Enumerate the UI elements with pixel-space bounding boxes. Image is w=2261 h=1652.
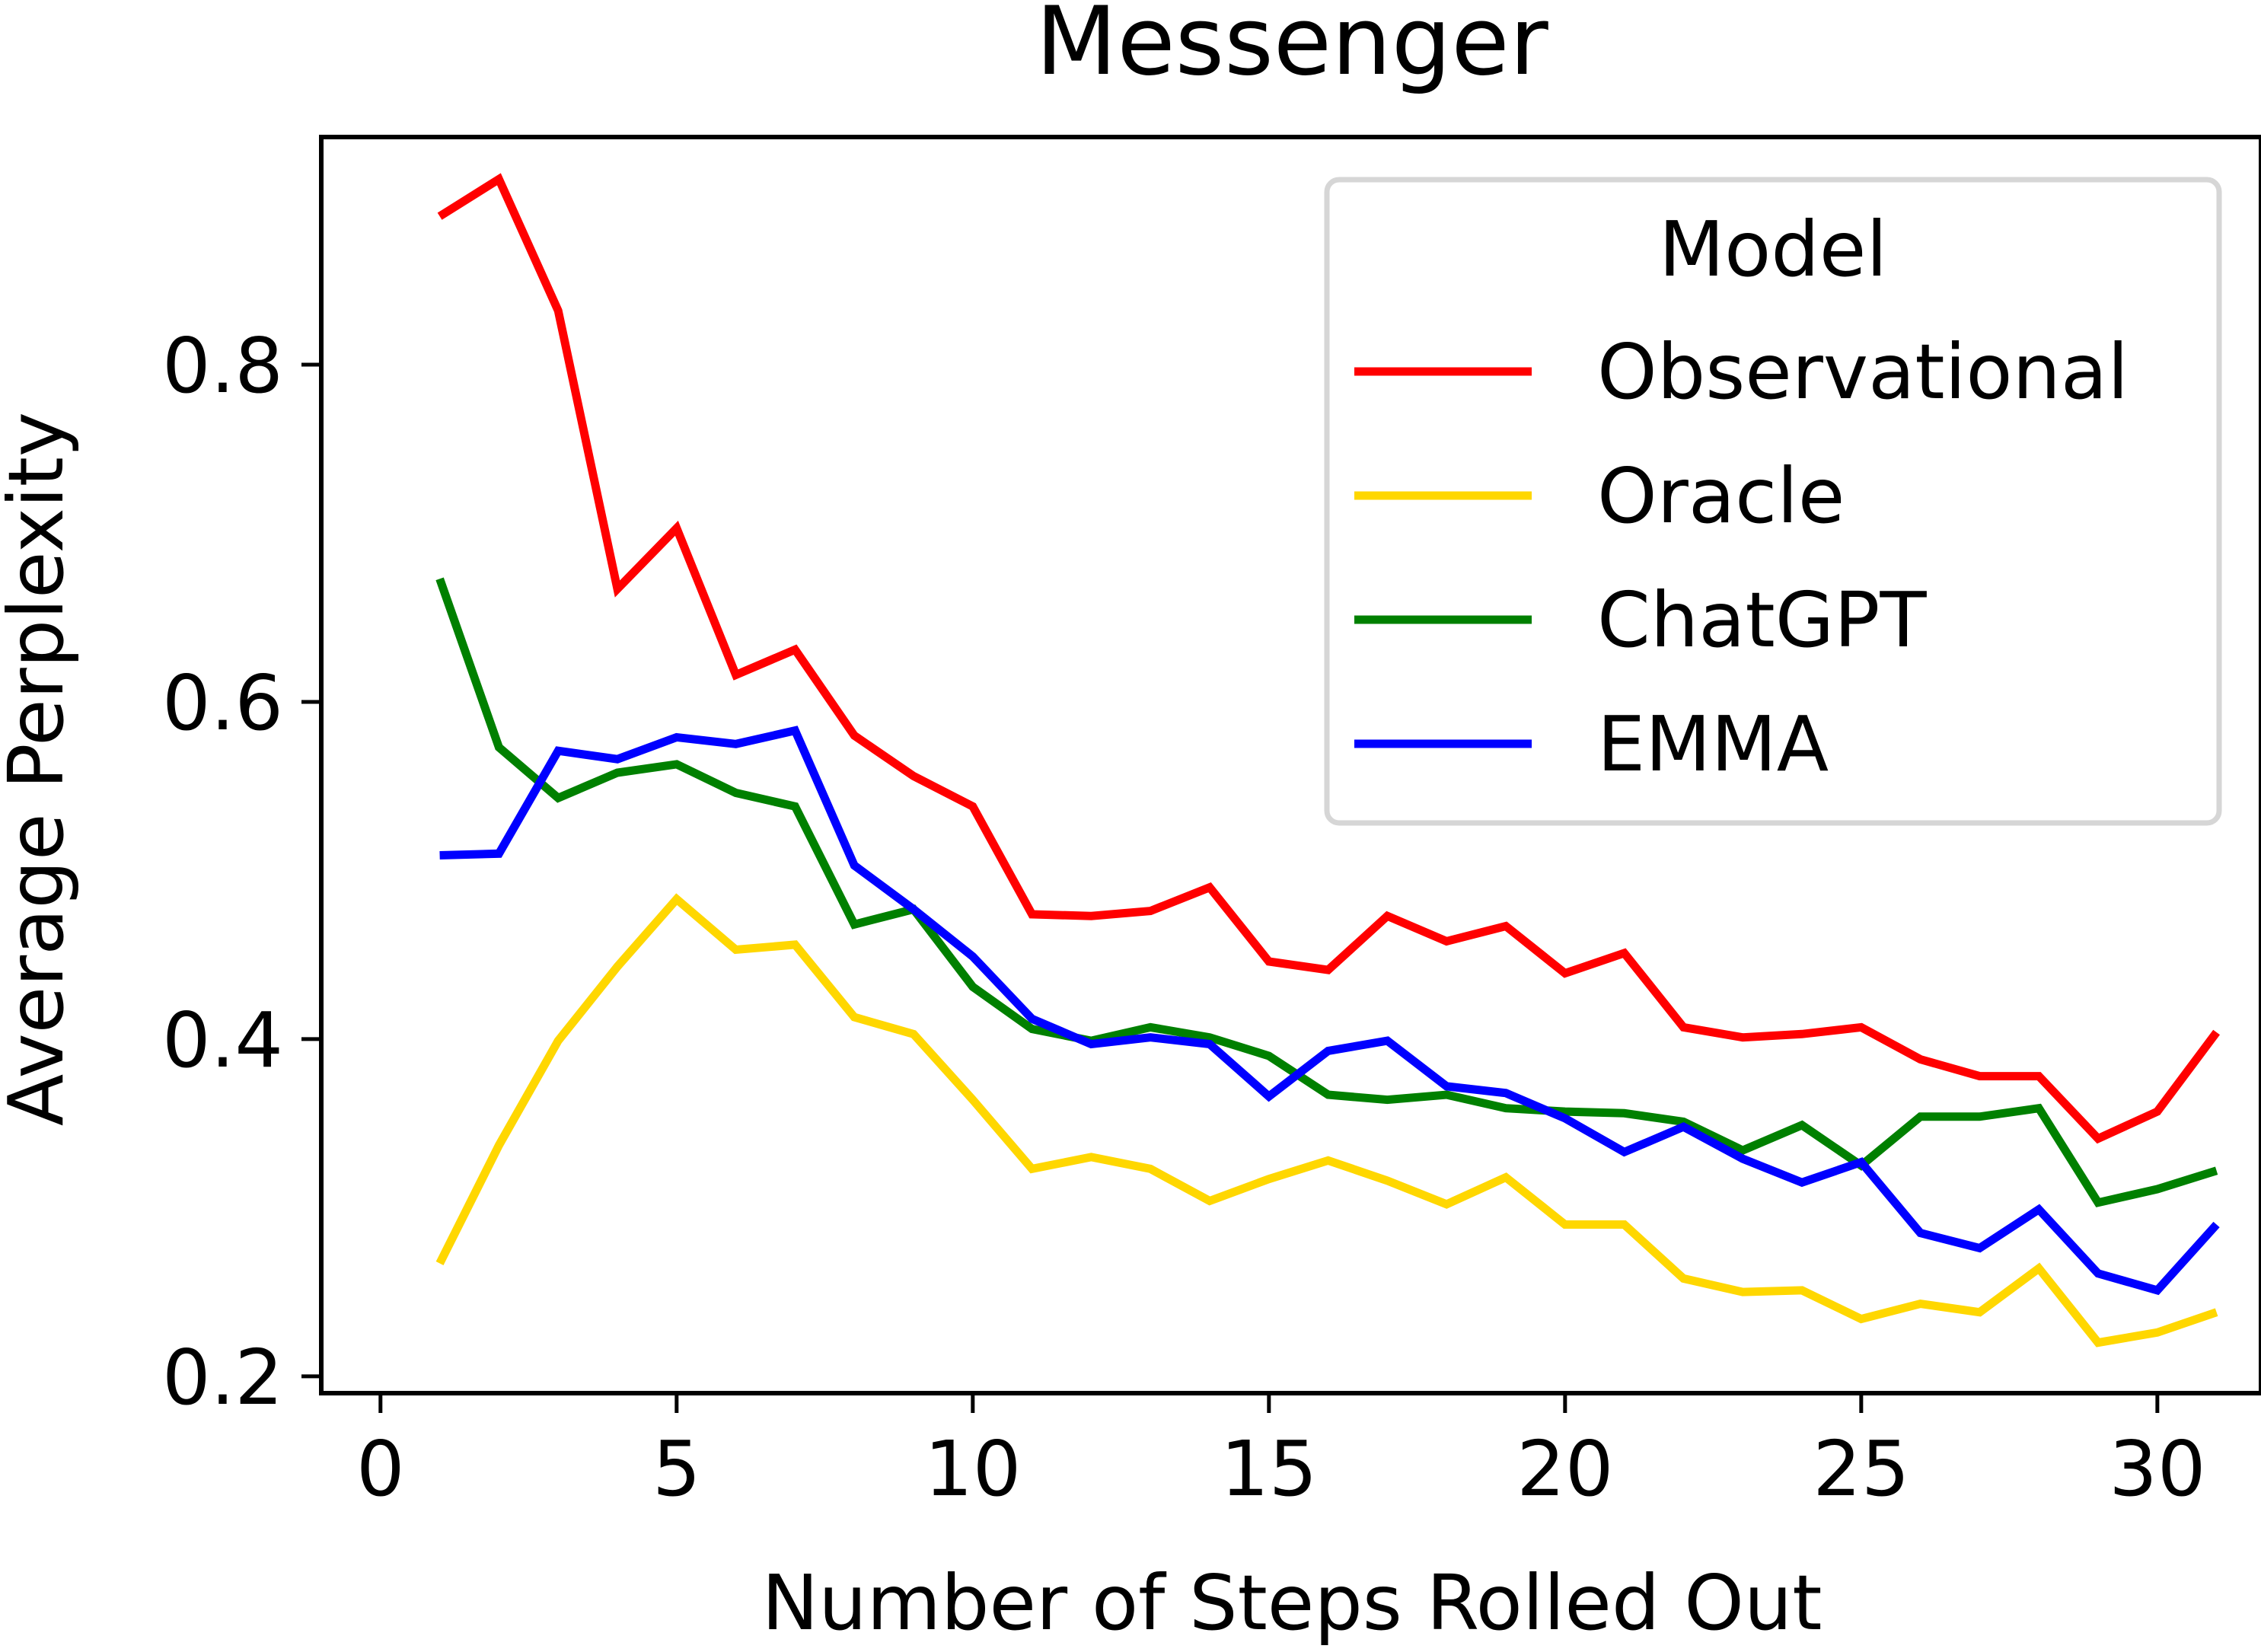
plot-area — [435, 173, 2221, 1347]
legend-label-chatgpt: ChatGPT — [1597, 576, 1927, 665]
x-axis: 0 5 10 15 20 25 30 — [356, 1393, 2205, 1513]
legend-entries: Observational Oracle ChatGPT EMMA — [1354, 327, 2129, 789]
legend-label-emma: EMMA — [1597, 700, 1829, 789]
series-line-oracle — [435, 893, 2218, 1347]
x-tick-label: 15 — [1220, 1424, 1317, 1513]
legend-box — [1324, 177, 2222, 826]
x-tick-label: 10 — [924, 1424, 1021, 1513]
y-axis: 0.2 0.4 0.6 0.8 — [162, 321, 321, 1422]
x-tick-label: 0 — [356, 1424, 405, 1513]
y-axis-label: Average Perplexity — [0, 412, 81, 1126]
series-line-emma — [439, 726, 2220, 1296]
legend-title: Model — [1659, 205, 1887, 294]
y-tick-label: 0.2 — [162, 1333, 283, 1422]
legend-label-observational: Observational — [1597, 327, 2129, 416]
x-tick-label: 5 — [652, 1424, 701, 1513]
legend-label-oracle: Oracle — [1597, 451, 1845, 541]
x-tick-label: 25 — [1813, 1424, 1909, 1513]
series-line-chatgpt — [435, 577, 2218, 1207]
plot-frame — [319, 135, 2261, 1395]
x-axis-label: Number of Steps Rolled Out — [761, 1558, 1822, 1647]
chart-title: Messenger — [1035, 0, 1548, 97]
legend: Model Observational Oracle ChatGPT EMMA — [1324, 177, 2222, 826]
x-tick-label: 20 — [1516, 1424, 1613, 1513]
y-tick-label: 0.6 — [162, 659, 283, 748]
series-line-observational — [437, 173, 2221, 1144]
y-tick-label: 0.8 — [162, 321, 283, 410]
x-tick-label: 30 — [2109, 1424, 2205, 1513]
y-tick-label: 0.4 — [162, 996, 283, 1085]
